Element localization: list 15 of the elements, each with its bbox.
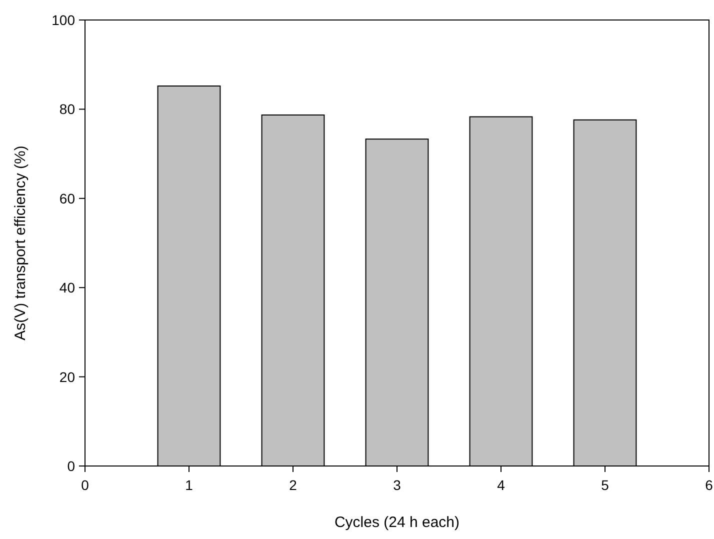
y-tick-label: 20	[59, 368, 76, 385]
x-tick-label: 4	[497, 477, 506, 493]
y-tick-label: 40	[59, 280, 76, 296]
y-tick-label: 80	[59, 101, 76, 118]
x-tick-label: 2	[289, 477, 298, 493]
x-tick-label: 6	[705, 477, 714, 493]
y-tick-label: 0	[67, 458, 76, 474]
x-axis-title: Cycles (24 h each)	[334, 514, 460, 531]
y-tick-label: 100	[52, 12, 76, 28]
x-tick-label: 3	[393, 477, 402, 493]
x-tick-label: 1	[185, 477, 194, 493]
x-tick-label: 0	[81, 477, 90, 493]
y-tick-label: 60	[59, 190, 76, 206]
y-axis-title: As(V) transport efficiency (%)	[12, 146, 29, 340]
x-tick-label: 5	[601, 477, 610, 493]
